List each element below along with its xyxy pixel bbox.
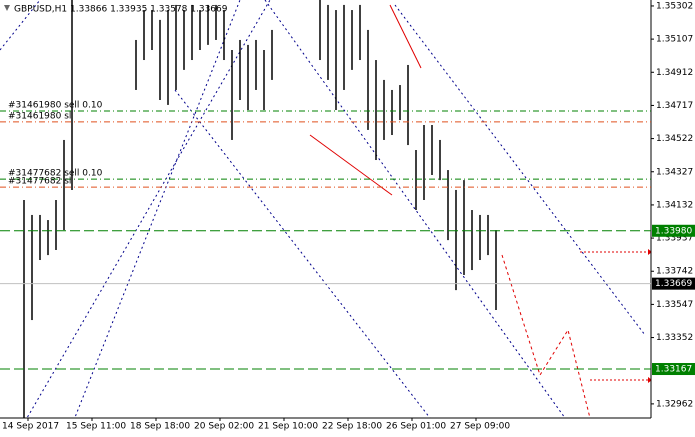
level-box: [652, 277, 695, 290]
order-label: #31477682 sell 0.10: [8, 169, 103, 179]
level-box: [652, 224, 695, 237]
x-tick-label: 14 Sep 2017: [2, 422, 59, 432]
level-label: 1.33669: [655, 279, 692, 289]
bars: [23, 0, 497, 418]
forecast-path: [501, 254, 591, 418]
x-tick-label: 26 Sep 01:00: [386, 422, 446, 432]
order-label: #31477682 sl: [8, 177, 71, 187]
y-tick-label: 1.32962: [656, 399, 693, 409]
y-tick-label: 1.33742: [656, 267, 693, 277]
channel-line: [0, 0, 41, 51]
trend-line: [389, 4, 422, 69]
level-label: 1.33980: [655, 226, 692, 236]
y-tick-label: 1.33352: [656, 333, 693, 343]
channel-line: [174, 89, 431, 418]
y-tick-label: 1.34327: [656, 167, 693, 177]
x-tick-label: 15 Sep 11:00: [66, 422, 126, 432]
drawings: [0, 0, 651, 418]
order-label: #31461980 sl: [8, 111, 71, 121]
level-box: [652, 363, 695, 376]
channel-lines: [0, 0, 646, 418]
y-tick-label: 1.34522: [656, 134, 693, 144]
y-tick-label: 1.33937: [656, 234, 693, 244]
level-label: 1.33167: [655, 365, 692, 375]
y-tick-label: 1.34912: [656, 68, 693, 78]
channel-line: [74, 0, 241, 418]
channel-line: [394, 4, 646, 336]
x-tick-label: 27 Sep 09:00: [450, 422, 510, 432]
order-label: #31461980 sell 0.10: [8, 101, 103, 111]
title-icon: [4, 5, 10, 11]
x-tick-label: 18 Sep 18:00: [130, 422, 190, 432]
trend-line: [309, 134, 393, 196]
x-tick-label: 21 Sep 10:00: [258, 422, 318, 432]
y-tick-label: 1.34717: [656, 101, 693, 111]
y-tick-label: 1.35107: [656, 35, 693, 45]
y-tick-label: 1.33547: [656, 300, 693, 310]
y-tick-label: 1.34132: [656, 200, 693, 210]
y-tick-label: 1.35302: [656, 1, 693, 11]
channel-line: [264, 0, 566, 418]
x-tick-label: 22 Sep 18:00: [322, 422, 382, 432]
x-tick-label: 20 Sep 02:00: [194, 422, 254, 432]
chart-title: GBPUSD,H1 1.33866 1.33935 1.33578 1.3366…: [14, 5, 228, 15]
